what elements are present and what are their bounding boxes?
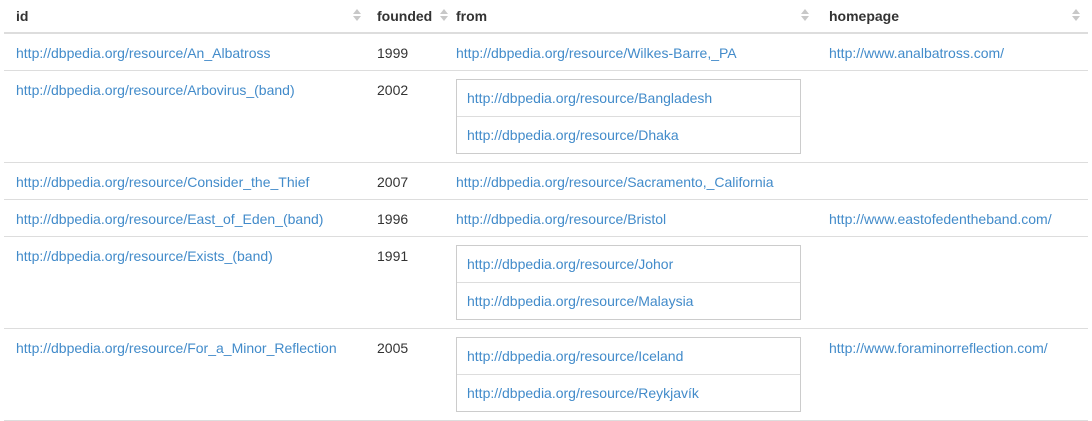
subtable-cell: http://dbpedia.org/resource/Malaysia [457, 283, 800, 319]
id-link[interactable]: http://dbpedia.org/resource/Consider_the… [16, 174, 310, 190]
subtable-cell: http://dbpedia.org/resource/Iceland [457, 338, 800, 375]
header-row: id founded from homepage [4, 0, 1088, 34]
table-row: http://dbpedia.org/resource/East_of_Eden… [4, 199, 1088, 237]
cell-founded: 1991 [369, 236, 452, 329]
from-link[interactable]: http://dbpedia.org/resource/Wilkes-Barre… [456, 45, 737, 61]
cell-homepage: http://www.analbatross.com/ [817, 33, 1088, 71]
from-link[interactable]: http://dbpedia.org/resource/Johor [467, 256, 674, 272]
from-link[interactable]: http://dbpedia.org/resource/Reykjavík [467, 385, 699, 401]
sort-icon[interactable] [353, 9, 361, 22]
cell-from: http://dbpedia.org/resource/Johor http:/… [452, 236, 817, 329]
from-link[interactable]: http://dbpedia.org/resource/Dhaka [467, 127, 679, 143]
cell-homepage [817, 162, 1088, 200]
cell-homepage: http://www.eastofedentheband.com/ [817, 199, 1088, 237]
cell-from: http://dbpedia.org/resource/Iceland http… [452, 328, 817, 421]
cell-founded: 1996 [369, 199, 452, 237]
from-link[interactable]: http://dbpedia.org/resource/Iceland [467, 348, 684, 364]
cell-id: http://dbpedia.org/resource/Consider_the… [4, 162, 369, 200]
from-link[interactable]: http://dbpedia.org/resource/Sacramento,_… [456, 174, 774, 190]
column-header-label: from [456, 8, 488, 24]
from-subtable: http://dbpedia.org/resource/Johor http:/… [456, 245, 801, 320]
homepage-link[interactable]: http://www.analbatross.com/ [829, 45, 1005, 61]
cell-id: http://dbpedia.org/resource/For_a_Minor_… [4, 328, 369, 421]
cell-from: http://dbpedia.org/resource/Bristol [452, 199, 817, 237]
cell-id: http://dbpedia.org/resource/East_of_Eden… [4, 199, 369, 237]
subtable-cell: http://dbpedia.org/resource/Johor [457, 246, 800, 283]
cell-id: http://dbpedia.org/resource/Arbovirus_(b… [4, 70, 369, 163]
cell-from: http://dbpedia.org/resource/Wilkes-Barre… [452, 33, 817, 71]
table-header: id founded from homepage [4, 0, 1088, 34]
table-body: http://dbpedia.org/resource/An_Albatross… [4, 33, 1088, 421]
cell-homepage [817, 70, 1088, 163]
column-header-label: id [16, 8, 29, 24]
cell-homepage [817, 236, 1088, 329]
subtable-cell: http://dbpedia.org/resource/Bangladesh [457, 80, 800, 117]
column-header-founded[interactable]: founded [369, 0, 452, 34]
subtable-cell: http://dbpedia.org/resource/Dhaka [457, 117, 800, 153]
id-link[interactable]: http://dbpedia.org/resource/Arbovirus_(b… [16, 82, 295, 98]
table-row: http://dbpedia.org/resource/Exists_(band… [4, 236, 1088, 329]
id-link[interactable]: http://dbpedia.org/resource/East_of_Eden… [16, 211, 324, 227]
column-header-id[interactable]: id [4, 0, 369, 34]
column-header-label: founded [377, 8, 433, 24]
from-link[interactable]: http://dbpedia.org/resource/Bristol [456, 211, 667, 227]
homepage-link[interactable]: http://www.eastofedentheband.com/ [829, 211, 1052, 227]
column-header-from[interactable]: from [452, 0, 817, 34]
table-row: http://dbpedia.org/resource/For_a_Minor_… [4, 328, 1088, 421]
from-link[interactable]: http://dbpedia.org/resource/Bangladesh [467, 90, 713, 106]
cell-founded: 1999 [369, 33, 452, 71]
table-row: http://dbpedia.org/resource/An_Albatross… [4, 33, 1088, 71]
cell-id: http://dbpedia.org/resource/Exists_(band… [4, 236, 369, 329]
table-row: http://dbpedia.org/resource/Consider_the… [4, 162, 1088, 200]
cell-founded: 2007 [369, 162, 452, 200]
sort-icon[interactable] [1072, 9, 1080, 22]
cell-homepage: http://www.foraminorreflection.com/ [817, 328, 1088, 421]
from-link[interactable]: http://dbpedia.org/resource/Malaysia [467, 293, 694, 309]
cell-from: http://dbpedia.org/resource/Bangladesh h… [452, 70, 817, 163]
from-subtable: http://dbpedia.org/resource/Iceland http… [456, 337, 801, 412]
column-header-homepage[interactable]: homepage [817, 0, 1088, 34]
cell-id: http://dbpedia.org/resource/An_Albatross [4, 33, 369, 71]
sort-icon[interactable] [440, 9, 448, 22]
column-header-label: homepage [829, 8, 900, 24]
cell-from: http://dbpedia.org/resource/Sacramento,_… [452, 162, 817, 200]
sort-icon[interactable] [801, 9, 809, 22]
homepage-link[interactable]: http://www.foraminorreflection.com/ [829, 340, 1048, 356]
id-link[interactable]: http://dbpedia.org/resource/An_Albatross [16, 45, 271, 61]
results-table: id founded from homepage http://dbpedia.… [4, 0, 1088, 421]
id-link[interactable]: http://dbpedia.org/resource/Exists_(band… [16, 248, 273, 264]
table-row: http://dbpedia.org/resource/Arbovirus_(b… [4, 70, 1088, 163]
id-link[interactable]: http://dbpedia.org/resource/For_a_Minor_… [16, 340, 337, 356]
cell-founded: 2002 [369, 70, 452, 163]
subtable-cell: http://dbpedia.org/resource/Reykjavík [457, 375, 800, 411]
cell-founded: 2005 [369, 328, 452, 421]
from-subtable: http://dbpedia.org/resource/Bangladesh h… [456, 79, 801, 154]
